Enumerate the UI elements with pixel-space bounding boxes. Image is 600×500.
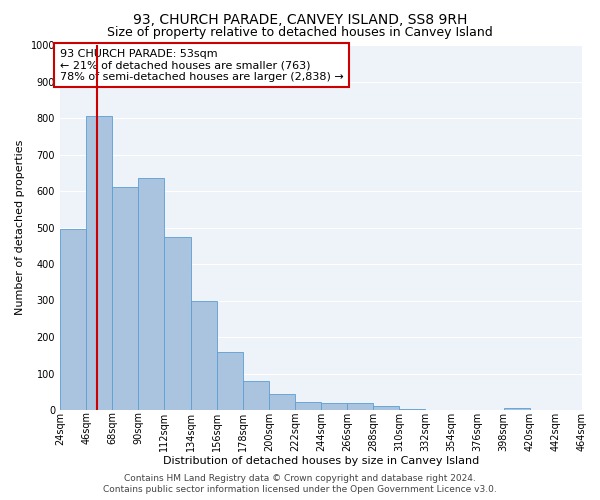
X-axis label: Distribution of detached houses by size in Canvey Island: Distribution of detached houses by size … [163, 456, 479, 466]
Bar [295, 402, 321, 410]
Bar [112, 188, 139, 410]
Y-axis label: Number of detached properties: Number of detached properties [15, 140, 25, 315]
Bar [321, 402, 347, 410]
Bar [269, 394, 295, 410]
Text: 93, CHURCH PARADE, CANVEY ISLAND, SS8 9RH: 93, CHURCH PARADE, CANVEY ISLAND, SS8 9R… [133, 12, 467, 26]
Bar [217, 352, 243, 410]
Text: 93 CHURCH PARADE: 53sqm
← 21% of detached houses are smaller (763)
78% of semi-d: 93 CHURCH PARADE: 53sqm ← 21% of detache… [60, 48, 344, 82]
Bar [400, 409, 425, 410]
Bar [164, 236, 191, 410]
Bar [191, 300, 217, 410]
Bar [504, 408, 530, 410]
Bar [347, 402, 373, 410]
Bar [243, 381, 269, 410]
Bar [139, 178, 164, 410]
Text: Contains HM Land Registry data © Crown copyright and database right 2024.
Contai: Contains HM Land Registry data © Crown c… [103, 474, 497, 494]
Bar [86, 116, 112, 410]
Bar [60, 228, 86, 410]
Text: Size of property relative to detached houses in Canvey Island: Size of property relative to detached ho… [107, 26, 493, 39]
Bar [373, 406, 400, 410]
